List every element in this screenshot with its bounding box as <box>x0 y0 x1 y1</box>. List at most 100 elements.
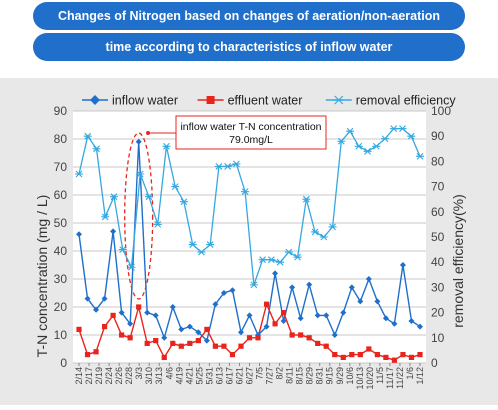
legend-marker <box>333 95 344 105</box>
removal-point <box>416 152 424 160</box>
x-tick-label: 1/6 <box>405 367 415 380</box>
x-tick-label: 10/13 <box>355 367 365 390</box>
effluent-point <box>306 335 312 341</box>
highlight-ellipse <box>124 132 154 300</box>
annotation-callout: inflow water T-N concentration 79.0mg/L <box>146 115 327 150</box>
y-axis-left-ticks: 0 10 20 30 40 50 60 70 80 90 <box>54 104 68 370</box>
title-banner-line1: Changes of Nitrogen based on changes of … <box>33 2 465 30</box>
x-tick-label: 11/22 <box>395 367 405 389</box>
x-tick-label: 2/26 <box>114 367 124 385</box>
x-tick-label: 6/17 <box>224 367 234 385</box>
effluent-point <box>417 352 423 358</box>
x-tick-label: 7/27 <box>265 367 275 385</box>
inflow-point <box>152 312 159 319</box>
x-tick-label: 2/14 <box>74 367 84 385</box>
y2-tick-label: 30 <box>431 280 445 294</box>
effluent-point <box>340 354 346 360</box>
x-tick-label: 8/2 <box>275 367 285 380</box>
removal-point <box>311 228 320 236</box>
removal-point <box>241 188 250 196</box>
y2-tick-label: 100 <box>431 104 451 118</box>
y-tick-label: 50 <box>54 216 68 230</box>
inflow-point <box>417 323 423 330</box>
effluent-point <box>136 304 142 310</box>
inflow-point <box>76 231 82 238</box>
y2-tick-label: 90 <box>431 129 445 143</box>
y2-tick-label: 10 <box>431 331 445 345</box>
effluent-point <box>212 343 218 349</box>
x-tick-label: 11/5 <box>375 367 385 384</box>
legend: inflow water effluent water removal effici… <box>82 94 456 108</box>
x-tick-label: 4/6 <box>164 367 174 380</box>
x-tick-label: 8/15 <box>295 367 305 385</box>
x-tick-label: 8/29 <box>305 367 315 385</box>
inflow-point <box>314 312 321 319</box>
effluent-point <box>366 346 372 352</box>
removal-point <box>232 160 241 168</box>
inflow-point <box>348 284 355 291</box>
y2-tick-label: 80 <box>431 154 445 168</box>
y2-tick-label: 70 <box>431 180 445 194</box>
x-tick-label: 2/17 <box>84 367 94 385</box>
removal-point <box>83 132 92 140</box>
removal-point <box>101 213 110 221</box>
removal-point <box>328 223 337 231</box>
inflow-point <box>297 315 304 322</box>
effluent-point <box>161 354 167 360</box>
removal-point <box>127 263 136 271</box>
removal-point <box>284 248 293 256</box>
effluent-point <box>76 326 82 332</box>
title-line2: time according to characteristics of inf… <box>105 40 393 54</box>
inflow-point <box>144 309 151 316</box>
removal-point <box>381 135 390 143</box>
effluent-point <box>204 326 210 332</box>
x-tick-label: 7/5 <box>255 367 265 380</box>
y-tick-label: 90 <box>54 104 68 118</box>
removal-point <box>92 145 101 153</box>
x-tick-label: 8/11 <box>285 367 295 384</box>
effluent-point <box>332 352 338 358</box>
effluent-point <box>272 321 278 327</box>
inflow-point <box>306 281 313 288</box>
inflow-point <box>263 323 270 330</box>
inflow-point <box>289 284 296 291</box>
effluent-point <box>383 354 389 360</box>
removal-point <box>144 193 153 201</box>
y2-tick-label: 0 <box>431 356 438 370</box>
removal-point <box>118 246 127 253</box>
y-tick-label: 40 <box>54 244 68 258</box>
tn-chart: 0 10 20 30 40 50 60 70 80 90 0 10 20 30 40 50 60 70 80 90 1… <box>0 78 498 405</box>
y2-tick-label: 50 <box>431 230 445 244</box>
removal-point <box>302 195 311 203</box>
inflow-point <box>178 326 185 333</box>
x-tick-label: 10/6 <box>345 367 355 385</box>
effluent-point <box>391 357 398 363</box>
legend-label: effluent water <box>228 94 303 108</box>
effluent-point <box>281 310 287 316</box>
y-tick-label: 10 <box>54 328 68 342</box>
inflow-point <box>374 298 381 305</box>
effluent-point <box>315 340 321 346</box>
x-tick-label: 5/31 <box>204 367 214 385</box>
x-tick-label: 3/10 <box>144 367 154 385</box>
removal-point <box>249 281 258 289</box>
inflow-point <box>331 332 338 338</box>
inflow-point <box>229 287 236 294</box>
effluent-point <box>144 340 150 346</box>
inflow-point <box>237 329 244 336</box>
removal-point <box>75 170 83 178</box>
inflow-point <box>408 318 415 324</box>
removal-point <box>398 125 407 133</box>
effluent-point <box>195 338 201 344</box>
removal-point <box>293 253 302 261</box>
effluent-point <box>93 349 99 355</box>
removal-point <box>389 125 398 133</box>
inflow-point <box>195 329 202 336</box>
inflow-point <box>391 320 398 327</box>
removal-point <box>109 193 118 201</box>
x-tick-label: 6/13 <box>214 367 224 385</box>
inflow-point <box>161 334 168 341</box>
effluent-point <box>187 340 193 346</box>
inflow-point <box>84 295 91 302</box>
y-tick-label: 80 <box>54 132 68 146</box>
